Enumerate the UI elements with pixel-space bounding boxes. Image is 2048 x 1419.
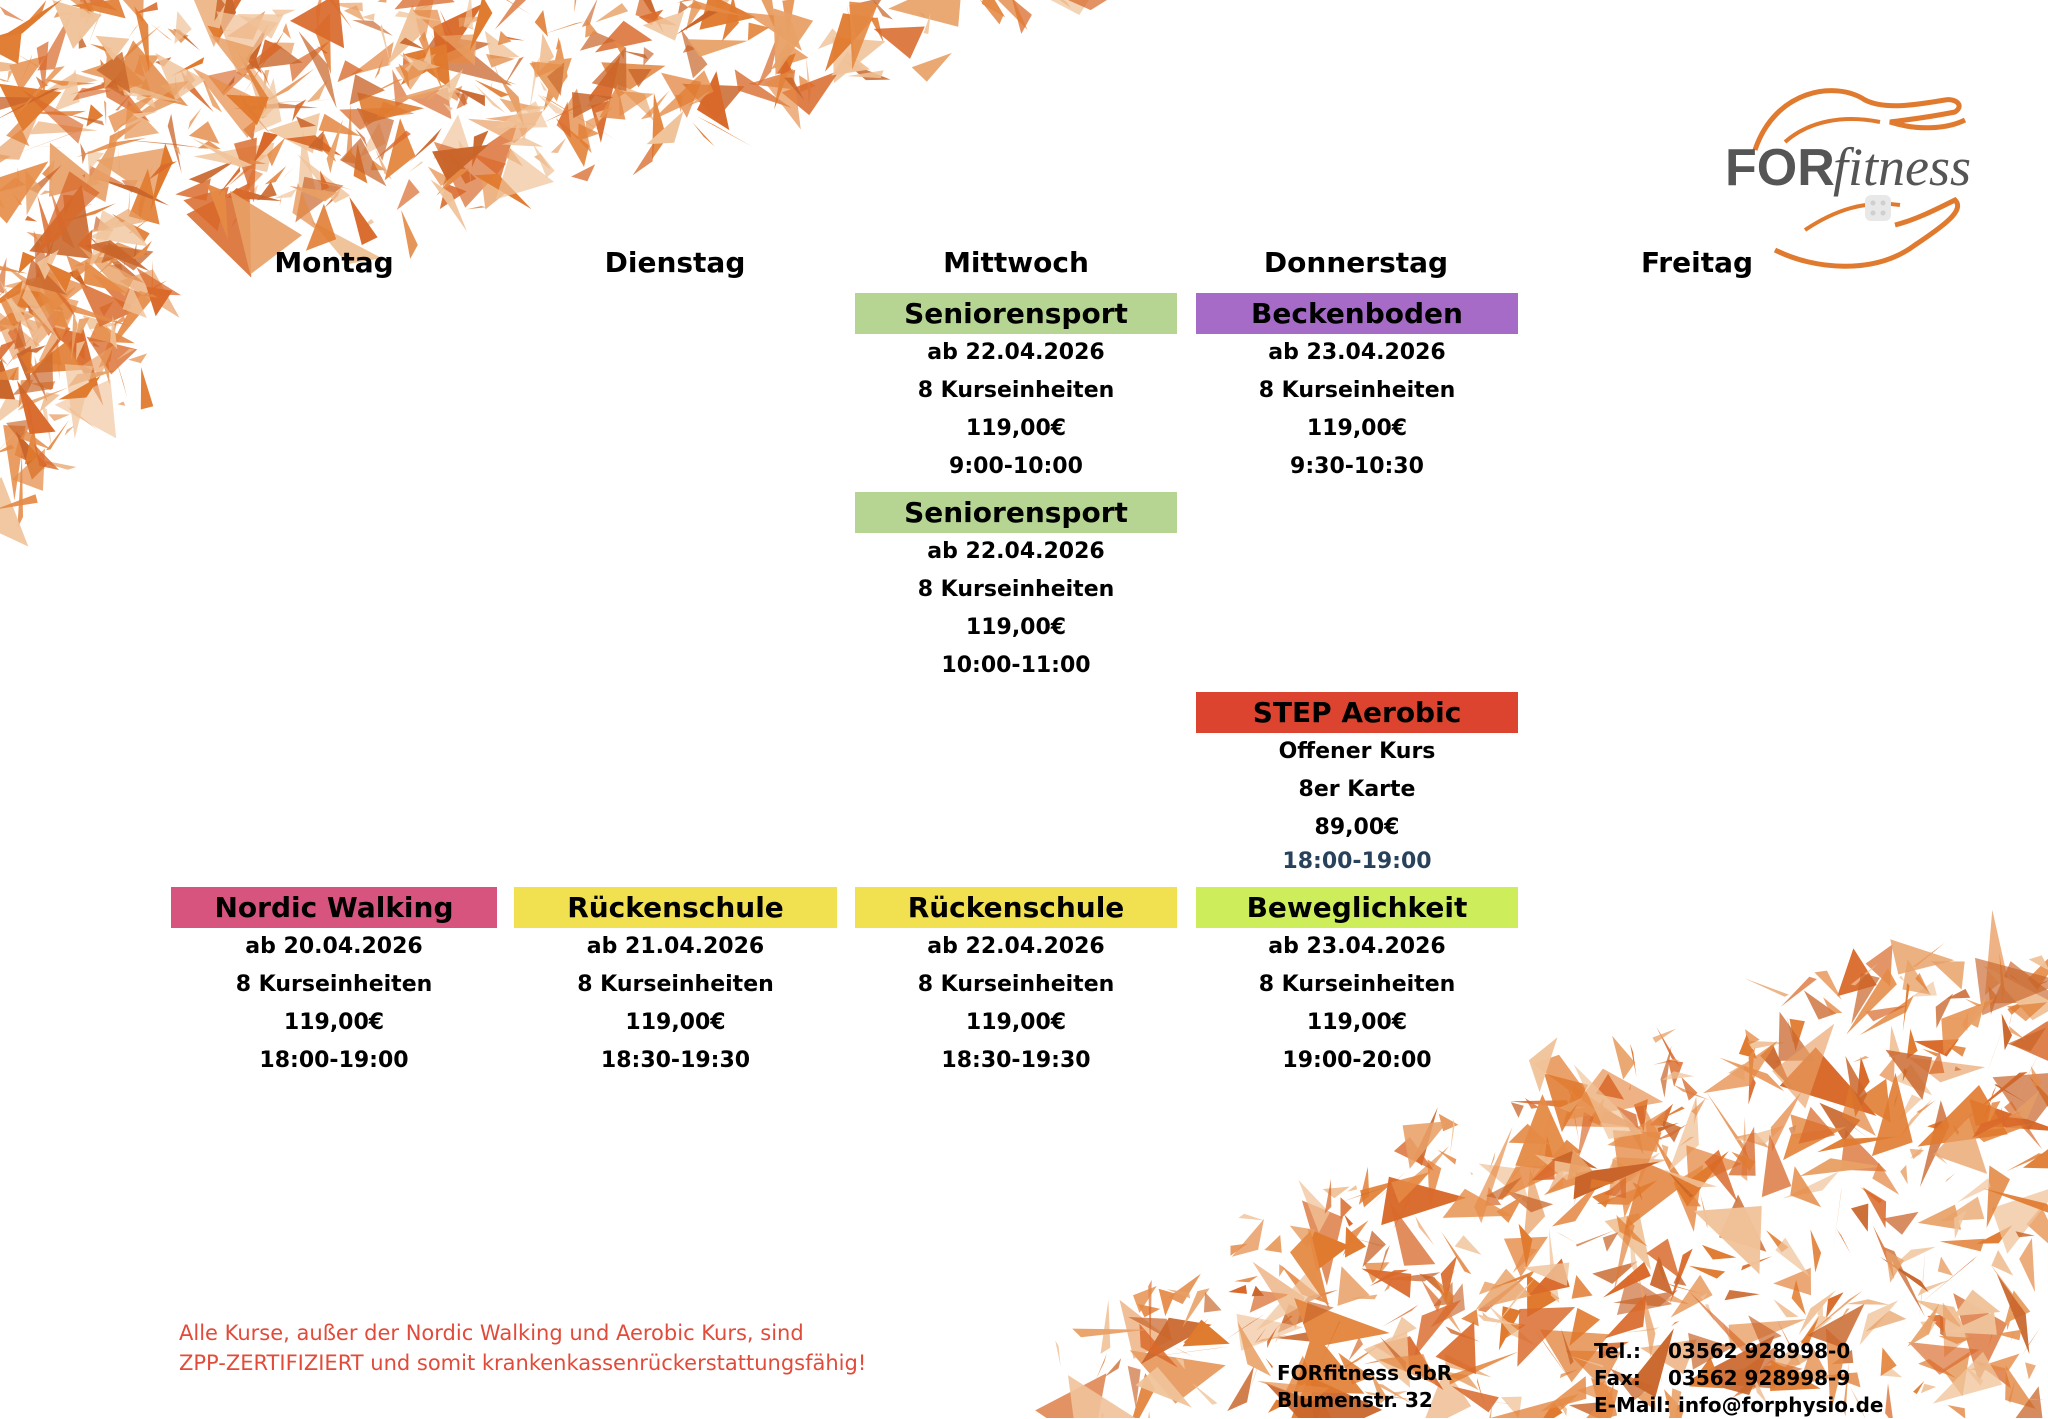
weekday-header-row: Montag Dienstag Mittwoch Donnerstag Frei… xyxy=(0,243,2048,283)
day-monday: Montag xyxy=(169,243,499,283)
day-tuesday: Dienstag xyxy=(510,243,840,283)
company-street: Blumenstr. 32 xyxy=(1277,1387,1452,1414)
course-title: Rückenschule xyxy=(514,887,837,928)
course-start: ab 23.04.2026 xyxy=(1196,334,1518,372)
tel-label: Tel.: xyxy=(1594,1338,1668,1365)
course-units: 8 Kurseinheiten xyxy=(855,966,1177,1004)
course-start: ab 22.04.2026 xyxy=(855,533,1177,571)
course-card: Rückenschule ab 21.04.2026 8 Kurseinheit… xyxy=(514,887,837,1080)
course-card-type: 8er Karte xyxy=(1196,771,1518,809)
course-time: 10:00-11:00 xyxy=(855,647,1177,685)
course-price: 119,00€ xyxy=(855,1004,1177,1042)
course-card: Seniorensport ab 22.04.2026 8 Kurseinhei… xyxy=(855,492,1177,685)
fax-number: 03562 928998-9 xyxy=(1668,1366,1850,1390)
course-units: 8 Kurseinheiten xyxy=(171,966,497,1004)
course-units: 8 Kurseinheiten xyxy=(514,966,837,1004)
course-units: 8 Kurseinheiten xyxy=(855,372,1177,410)
course-card: Rückenschule ab 22.04.2026 8 Kurseinheit… xyxy=(855,887,1177,1080)
course-card: Beckenboden ab 23.04.2026 8 Kurseinheite… xyxy=(1196,293,1518,486)
course-title: Nordic Walking xyxy=(171,887,497,928)
fax-label: Fax: xyxy=(1594,1365,1668,1392)
course-card: Nordic Walking ab 20.04.2026 8 Kurseinhe… xyxy=(171,887,497,1080)
svg-text:FOR: FOR xyxy=(1725,139,1835,197)
contact-info: Tel.:03562 928998-0 Fax:03562 928998-9 E… xyxy=(1594,1338,1883,1419)
tel-number: 03562 928998-0 xyxy=(1668,1339,1850,1363)
course-card: STEP Aerobic Offener Kurs 8er Karte 89,0… xyxy=(1196,692,1518,877)
course-units: 8 Kurseinheiten xyxy=(855,571,1177,609)
email-label: E-Mail: xyxy=(1594,1393,1671,1417)
course-price: 119,00€ xyxy=(514,1004,837,1042)
course-price: 119,00€ xyxy=(1196,410,1518,448)
course-time: 19:00-20:00 xyxy=(1196,1042,1518,1080)
email-address: info@forphysio.de xyxy=(1678,1393,1883,1417)
course-start: ab 21.04.2026 xyxy=(514,928,837,966)
course-title: Rückenschule xyxy=(855,887,1177,928)
note-line-2: ZPP-ZERTIFIZIERT und somit krankenkassen… xyxy=(179,1348,939,1378)
course-start: ab 22.04.2026 xyxy=(855,334,1177,372)
course-time: 18:30-19:30 xyxy=(855,1042,1177,1080)
course-card: Seniorensport ab 22.04.2026 8 Kurseinhei… xyxy=(855,293,1177,486)
course-title: Beweglichkeit xyxy=(1196,887,1518,928)
course-type: Offener Kurs xyxy=(1196,733,1518,771)
course-price: 119,00€ xyxy=(171,1004,497,1042)
day-wednesday: Mittwoch xyxy=(851,243,1181,283)
course-start: ab 23.04.2026 xyxy=(1196,928,1518,966)
course-price: 119,00€ xyxy=(855,609,1177,647)
day-friday: Freitag xyxy=(1532,243,1862,283)
day-thursday: Donnerstag xyxy=(1191,243,1521,283)
svg-text:fitness: fitness xyxy=(1833,137,1971,197)
course-time: 18:30-19:30 xyxy=(514,1042,837,1080)
company-address: FORfitness GbR Blumenstr. 32 xyxy=(1277,1360,1452,1414)
course-price: 89,00€ xyxy=(1196,809,1518,847)
course-units: 8 Kurseinheiten xyxy=(1196,966,1518,1004)
course-title: STEP Aerobic xyxy=(1196,692,1518,733)
course-start: ab 20.04.2026 xyxy=(171,928,497,966)
course-time: 9:00-10:00 xyxy=(855,448,1177,486)
course-time: 9:30-10:30 xyxy=(1196,448,1518,486)
note-line-1: Alle Kurse, außer der Nordic Walking und… xyxy=(179,1318,939,1348)
course-title: Seniorensport xyxy=(855,293,1177,334)
certification-note: Alle Kurse, außer der Nordic Walking und… xyxy=(179,1318,939,1378)
course-start: ab 22.04.2026 xyxy=(855,928,1177,966)
course-card: Beweglichkeit ab 23.04.2026 8 Kurseinhei… xyxy=(1196,887,1518,1080)
course-title: Seniorensport xyxy=(855,492,1177,533)
course-time: 18:00-19:00 xyxy=(1196,847,1518,877)
course-units: 8 Kurseinheiten xyxy=(1196,372,1518,410)
company-name: FORfitness GbR xyxy=(1277,1360,1452,1387)
course-time: 18:00-19:00 xyxy=(171,1042,497,1080)
course-price: 119,00€ xyxy=(855,410,1177,448)
course-price: 119,00€ xyxy=(1196,1004,1518,1042)
course-title: Beckenboden xyxy=(1196,293,1518,334)
